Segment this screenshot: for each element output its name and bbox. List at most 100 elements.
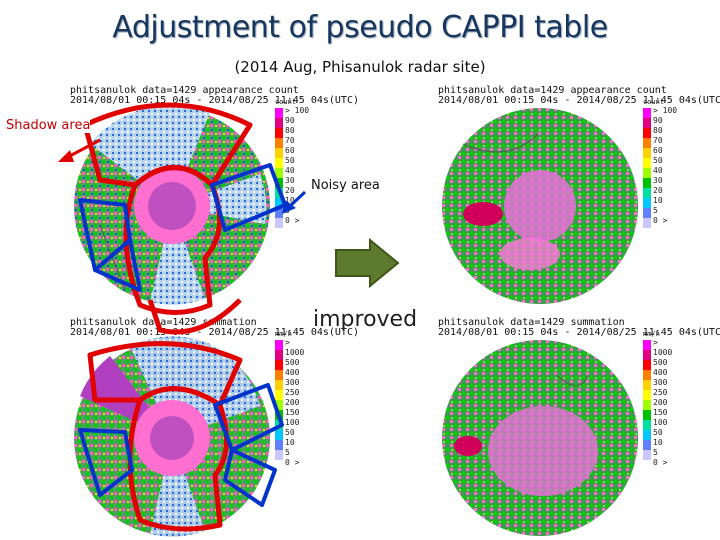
colorbar-tick: > 100 xyxy=(285,106,310,115)
slide-title: Adjustment of pseudo CAPPI table xyxy=(112,10,608,45)
colorbar-tick: 20 xyxy=(285,186,295,195)
colorbar-swatch xyxy=(275,178,283,188)
improved-label: improved xyxy=(313,307,418,332)
colorbar-unit: mm/h xyxy=(643,330,660,338)
colorbar-unit: count xyxy=(275,98,297,106)
colorbar-tick: 10 xyxy=(285,438,295,447)
colorbar-swatch xyxy=(275,158,283,168)
colorbar-swatch xyxy=(275,380,283,390)
colorbar-swatch xyxy=(643,440,651,450)
radar-map-count-after xyxy=(442,108,638,304)
colorbar-tick: 30 xyxy=(653,176,663,185)
colorbar-tick: 5 xyxy=(285,448,290,457)
colorbar-tick: 30 xyxy=(285,176,295,185)
slide-subtitle: (2014 Aug, Phisanulok radar site) xyxy=(234,58,486,76)
colorbar-tick: 60 xyxy=(285,146,295,155)
colorbar-swatch xyxy=(275,108,283,118)
colorbar-swatch xyxy=(643,118,651,128)
colorbar-swatch xyxy=(643,400,651,410)
colorbar-swatch xyxy=(275,118,283,128)
colorbar-tick: 70 xyxy=(285,136,295,145)
colorbar-ticks: > 100 90 80 70 60 50 40 30 20 10 5 0 > xyxy=(285,106,309,226)
colorbar-tick: 100 xyxy=(653,418,668,427)
colorbar-swatch xyxy=(643,390,651,400)
colorbar-swatch xyxy=(275,198,283,208)
colorbar-tick: 10 xyxy=(653,438,663,447)
colorbar-tick: 5 xyxy=(285,206,290,215)
colorbar-swatch xyxy=(275,188,283,198)
colorbar-unit: mm/h xyxy=(275,330,292,338)
colorbar-tick: 5 xyxy=(653,206,658,215)
colorbar-swatch xyxy=(643,410,651,420)
colorbar-swatch xyxy=(275,420,283,430)
colorbar-tick: 50 xyxy=(653,428,663,437)
colorbar-swatch xyxy=(275,208,283,218)
colorbar-tick: 40 xyxy=(653,166,663,175)
colorbar-swatch xyxy=(643,360,651,370)
colorbar-swatch xyxy=(643,218,651,228)
right-arrow-icon xyxy=(334,237,400,292)
colorbar-swatch xyxy=(643,168,651,178)
colorbar-swatch xyxy=(275,410,283,420)
colorbar-tick: 150 xyxy=(285,408,300,417)
panel-sum-after: phitsanulok data=1429 summation 2014/08/… xyxy=(438,318,720,540)
colorbar-ticks: > 1000 500 400 300 250 200 150 100 50 10… xyxy=(285,338,310,468)
colorbar-tick: 500 xyxy=(653,358,668,367)
colorbar-tick: 50 xyxy=(285,156,295,165)
colorbar-tick: 20 xyxy=(653,186,663,195)
panel-header-line1: phitsanulok data=1429 appearance count xyxy=(70,85,299,96)
colorbar-tick: 0 > xyxy=(653,216,668,225)
colorbar-tick: 250 xyxy=(653,388,668,397)
colorbar-tick: 300 xyxy=(653,378,668,387)
colorbar-tick: 10 xyxy=(653,196,663,205)
colorbar-ticks: > 100 90 80 70 60 50 40 30 20 10 5 0 > xyxy=(653,106,677,226)
colorbar-swatch xyxy=(275,350,283,360)
noisy-area-label: Noisy area xyxy=(311,178,380,193)
colorbar-swatch xyxy=(643,178,651,188)
colorbar-swatch xyxy=(275,440,283,450)
colorbar-swatch xyxy=(275,370,283,380)
colorbar-swatch xyxy=(643,188,651,198)
colorbar-swatch xyxy=(643,340,651,350)
colorbar-swatch xyxy=(643,430,651,440)
colorbar-swatch xyxy=(275,450,283,460)
panel-header-line2: 2014/08/01 00:15 04s - 2014/08/25 11:45 … xyxy=(70,95,359,106)
colorbar-tick: 10 xyxy=(285,196,295,205)
colorbar-tick: 200 xyxy=(653,398,668,407)
colorbar-swatch xyxy=(275,168,283,178)
colorbar-swatch xyxy=(643,198,651,208)
colorbar-tick: 80 xyxy=(653,126,663,135)
colorbar-tick: > 1000 xyxy=(653,338,673,357)
radar-map-count-before xyxy=(74,104,270,305)
colorbar-swatch xyxy=(643,420,651,430)
radar-map-sum-before xyxy=(74,336,270,537)
colorbar-ticks: > 1000 500 400 300 250 200 150 100 50 10… xyxy=(653,338,678,468)
colorbar-swatch xyxy=(643,450,651,460)
colorbar-tick: 300 xyxy=(285,378,300,387)
colorbar-tick: 200 xyxy=(285,398,300,407)
colorbar-tick: 500 xyxy=(285,358,300,367)
colorbar xyxy=(643,340,657,460)
colorbar-tick: 60 xyxy=(653,146,663,155)
panel-header-line1: phitsanulok data=1429 appearance count xyxy=(438,85,667,96)
colorbar-swatch xyxy=(275,138,283,148)
colorbar-unit: count xyxy=(643,98,665,106)
colorbar-tick: 150 xyxy=(653,408,668,417)
colorbar-swatch xyxy=(643,158,651,168)
colorbar-swatch xyxy=(275,340,283,350)
colorbar-tick: 250 xyxy=(285,388,300,397)
colorbar-tick: 0 > xyxy=(285,458,300,467)
shadow-area-label: Shadow area xyxy=(6,118,91,133)
panel-header-line2: 2014/08/01 00:15 04s - 2014/08/25 11:45 … xyxy=(438,95,720,106)
colorbar-tick: 90 xyxy=(653,116,663,125)
panel-header: phitsanulok data=1429 appearance count 2… xyxy=(438,86,720,106)
colorbar-tick: 100 xyxy=(285,418,300,427)
colorbar-tick: 80 xyxy=(285,126,295,135)
panel-header: phitsanulok data=1429 appearance count 2… xyxy=(70,86,359,106)
colorbar-swatch xyxy=(275,360,283,370)
colorbar-swatch xyxy=(643,208,651,218)
colorbar-tick: 40 xyxy=(285,166,295,175)
colorbar-swatch xyxy=(275,148,283,158)
colorbar-tick: 90 xyxy=(285,116,295,125)
colorbar-tick: > 100 xyxy=(653,106,678,115)
